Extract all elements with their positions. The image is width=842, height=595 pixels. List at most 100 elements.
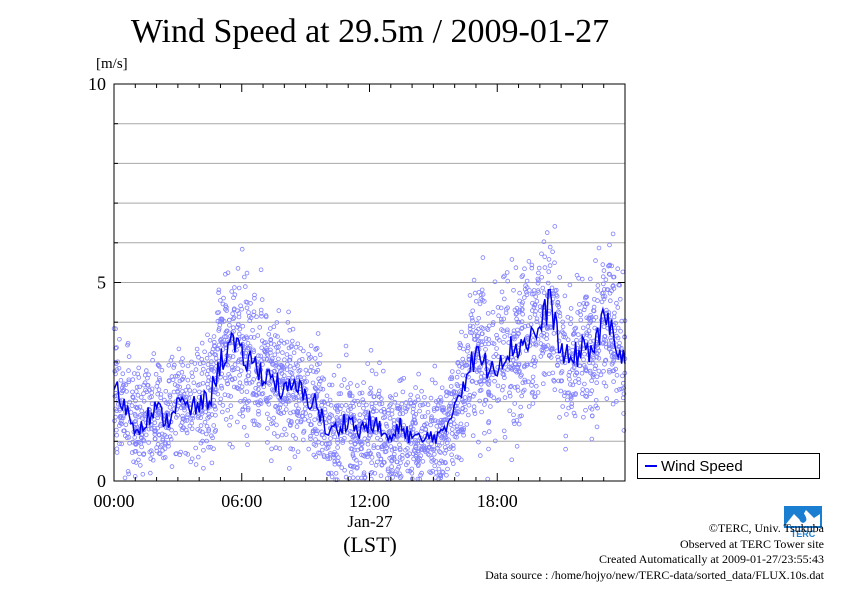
scatter-point xyxy=(212,339,217,345)
scatter-point xyxy=(333,405,338,411)
scatter-point xyxy=(291,394,297,400)
scatter-point xyxy=(425,402,431,408)
observed-text: Observed at TERC Tower site xyxy=(679,536,824,551)
scatter-point xyxy=(234,324,240,330)
scatter-point xyxy=(422,394,427,400)
scatter-point xyxy=(120,371,126,377)
scatter-point xyxy=(454,431,459,437)
scatter-point xyxy=(391,456,397,462)
scatter-point xyxy=(318,386,324,392)
scatter-point xyxy=(573,392,578,397)
scatter-point xyxy=(486,389,491,395)
scatter-point xyxy=(244,433,250,439)
scatter-point xyxy=(571,410,577,416)
scatter-point xyxy=(127,399,132,405)
scatter-point xyxy=(408,441,414,446)
scatter-point xyxy=(153,371,159,377)
scatter-point xyxy=(358,446,364,452)
scatter-point xyxy=(343,402,349,408)
scatter-point xyxy=(222,334,227,340)
scatter-point xyxy=(133,421,139,427)
scatter-point xyxy=(206,428,212,434)
chart-title: Wind Speed at 29.5m / 2009-01-27 xyxy=(130,13,610,50)
scatter-point xyxy=(470,324,476,329)
scatter-point xyxy=(479,409,484,415)
scatter-point xyxy=(335,437,340,443)
scatter-point xyxy=(136,375,142,380)
scatter-point xyxy=(397,447,403,453)
scatter-point xyxy=(461,432,466,438)
scatter-point xyxy=(193,367,199,372)
scatter-point xyxy=(539,347,545,353)
scatter-point xyxy=(384,423,390,429)
scatter-point xyxy=(271,324,277,330)
scatter-point xyxy=(545,280,551,286)
scatter-point xyxy=(360,397,366,403)
scatter-point xyxy=(240,323,246,329)
scatter-point xyxy=(237,372,242,378)
scatter-point xyxy=(287,354,293,360)
scatter-point xyxy=(167,392,173,398)
scatter-point xyxy=(541,290,547,296)
scatter-point xyxy=(277,405,283,410)
scatter-point xyxy=(555,363,560,368)
scatter-point xyxy=(438,473,443,479)
scatter-point xyxy=(159,367,165,373)
scatter-point xyxy=(433,459,439,464)
scatter-point xyxy=(244,335,250,341)
scatter-point xyxy=(329,382,335,388)
scatter-point xyxy=(223,417,229,422)
scatter-point xyxy=(201,465,206,471)
scatter-point xyxy=(288,446,294,452)
scatter-point xyxy=(309,364,314,370)
scatter-point xyxy=(142,380,148,386)
scatter-point xyxy=(444,472,449,478)
scatter-point xyxy=(533,309,538,314)
scatter-point xyxy=(411,456,416,462)
scatter-point xyxy=(130,394,136,400)
scatter-point xyxy=(533,383,539,389)
scatter-point xyxy=(502,375,507,381)
copyright-text: ©TERC, Univ. Tsukuba xyxy=(708,521,824,535)
scatter-point xyxy=(310,428,316,434)
scatter-point xyxy=(594,354,600,360)
scatter-point xyxy=(214,387,219,392)
scatter-point xyxy=(476,341,481,347)
scatter-point xyxy=(157,378,163,383)
scatter-point xyxy=(501,384,506,389)
scatter-point xyxy=(294,381,299,386)
scatter-point xyxy=(476,439,481,445)
scatter-point xyxy=(419,388,424,394)
scatter-point xyxy=(230,311,235,317)
scatter-point xyxy=(267,358,272,364)
scatter-point xyxy=(490,309,496,315)
scatter-point xyxy=(176,371,181,376)
scatter-point xyxy=(525,323,531,329)
scatter-point xyxy=(300,348,306,354)
scatter-point xyxy=(614,399,619,404)
scatter-point xyxy=(507,408,513,414)
scatter-point xyxy=(239,384,245,390)
scatter-point xyxy=(331,429,337,435)
scatter-point xyxy=(216,328,222,333)
scatter-point xyxy=(114,432,119,438)
scatter-point xyxy=(599,291,605,296)
y-axis-ticks: 0 5 10 xyxy=(88,74,625,491)
scatter-point xyxy=(602,294,608,299)
scatter-point xyxy=(475,344,481,349)
scatter-point xyxy=(359,442,364,447)
scatter-point xyxy=(257,325,263,330)
scatter-point xyxy=(461,346,466,352)
scatter-point xyxy=(385,407,391,413)
scatter-point xyxy=(467,293,473,298)
scatter-point xyxy=(501,316,507,322)
scatter-point xyxy=(269,358,275,364)
scatter-point xyxy=(501,428,507,434)
scatter-point xyxy=(596,348,602,354)
scatter-point xyxy=(256,402,261,408)
scatter-point xyxy=(256,353,261,359)
scatter-point xyxy=(289,420,294,426)
scatter-point xyxy=(251,312,256,318)
scatter-point xyxy=(250,418,256,424)
scatter-point xyxy=(237,411,243,417)
